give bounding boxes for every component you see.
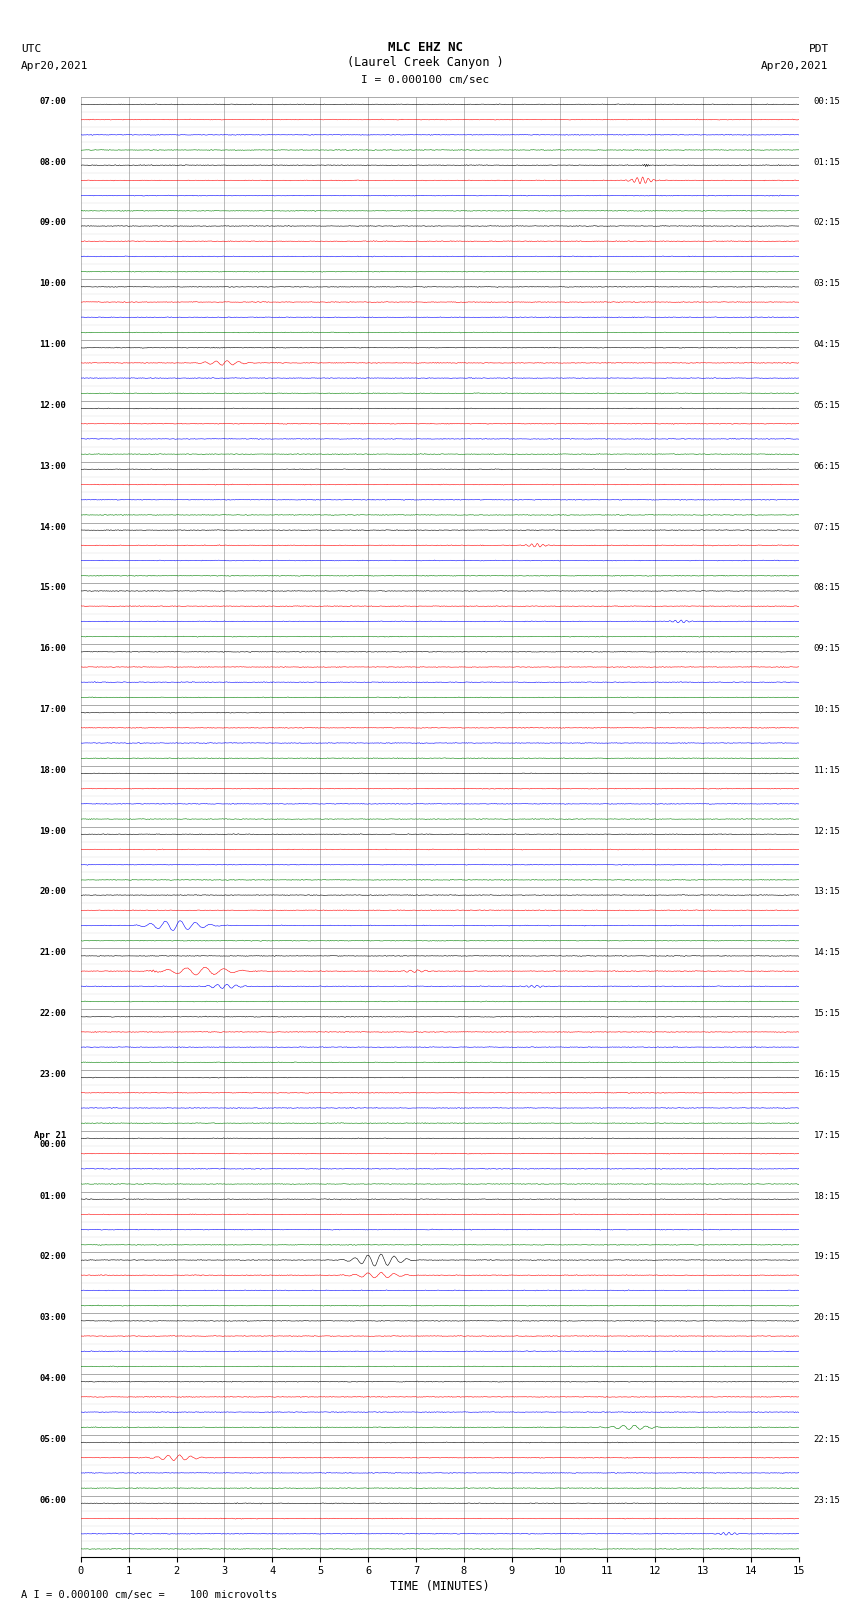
- Text: 05:15: 05:15: [813, 402, 841, 410]
- Text: 10:00: 10:00: [39, 279, 66, 289]
- Text: 00:15: 00:15: [813, 97, 841, 106]
- Text: 17:15: 17:15: [813, 1131, 841, 1140]
- Text: 00:00: 00:00: [39, 1140, 66, 1148]
- Text: 04:00: 04:00: [39, 1374, 66, 1382]
- Text: 22:00: 22:00: [39, 1010, 66, 1018]
- Text: (Laurel Creek Canyon ): (Laurel Creek Canyon ): [347, 56, 503, 69]
- Text: 04:15: 04:15: [813, 340, 841, 348]
- Text: 18:15: 18:15: [813, 1192, 841, 1200]
- Text: 12:15: 12:15: [813, 826, 841, 836]
- Text: 15:15: 15:15: [813, 1010, 841, 1018]
- Text: 02:15: 02:15: [813, 218, 841, 227]
- Text: 20:00: 20:00: [39, 887, 66, 897]
- Text: 13:15: 13:15: [813, 887, 841, 897]
- Text: 06:15: 06:15: [813, 461, 841, 471]
- Text: 03:15: 03:15: [813, 279, 841, 289]
- Text: 23:15: 23:15: [813, 1495, 841, 1505]
- Text: 01:15: 01:15: [813, 158, 841, 166]
- Text: 12:00: 12:00: [39, 402, 66, 410]
- Text: 16:15: 16:15: [813, 1069, 841, 1079]
- Text: 21:15: 21:15: [813, 1374, 841, 1382]
- Text: 19:15: 19:15: [813, 1252, 841, 1261]
- Text: 10:15: 10:15: [813, 705, 841, 715]
- Text: 11:15: 11:15: [813, 766, 841, 774]
- Text: 18:00: 18:00: [39, 766, 66, 774]
- Text: 19:00: 19:00: [39, 826, 66, 836]
- Text: 01:00: 01:00: [39, 1192, 66, 1200]
- Text: 16:00: 16:00: [39, 644, 66, 653]
- Text: I = 0.000100 cm/sec: I = 0.000100 cm/sec: [361, 76, 489, 85]
- Text: 23:00: 23:00: [39, 1069, 66, 1079]
- Text: 14:00: 14:00: [39, 523, 66, 532]
- Text: 21:00: 21:00: [39, 948, 66, 957]
- Text: UTC: UTC: [21, 44, 42, 53]
- Text: 17:00: 17:00: [39, 705, 66, 715]
- Text: 11:00: 11:00: [39, 340, 66, 348]
- Text: 03:00: 03:00: [39, 1313, 66, 1323]
- Text: 14:15: 14:15: [813, 948, 841, 957]
- Text: 20:15: 20:15: [813, 1313, 841, 1323]
- Text: A I = 0.000100 cm/sec =    100 microvolts: A I = 0.000100 cm/sec = 100 microvolts: [21, 1590, 277, 1600]
- Text: 08:00: 08:00: [39, 158, 66, 166]
- Text: 07:00: 07:00: [39, 97, 66, 106]
- Text: 09:00: 09:00: [39, 218, 66, 227]
- Text: 09:15: 09:15: [813, 644, 841, 653]
- Text: 08:15: 08:15: [813, 584, 841, 592]
- Text: Apr 21: Apr 21: [34, 1131, 66, 1140]
- Text: 07:15: 07:15: [813, 523, 841, 532]
- Text: PDT: PDT: [808, 44, 829, 53]
- X-axis label: TIME (MINUTES): TIME (MINUTES): [390, 1581, 490, 1594]
- Text: Apr20,2021: Apr20,2021: [762, 61, 829, 71]
- Text: 06:00: 06:00: [39, 1495, 66, 1505]
- Text: 02:00: 02:00: [39, 1252, 66, 1261]
- Text: 15:00: 15:00: [39, 584, 66, 592]
- Text: 22:15: 22:15: [813, 1436, 841, 1444]
- Text: 05:00: 05:00: [39, 1436, 66, 1444]
- Text: MLC EHZ NC: MLC EHZ NC: [388, 40, 462, 53]
- Text: Apr20,2021: Apr20,2021: [21, 61, 88, 71]
- Text: 13:00: 13:00: [39, 461, 66, 471]
